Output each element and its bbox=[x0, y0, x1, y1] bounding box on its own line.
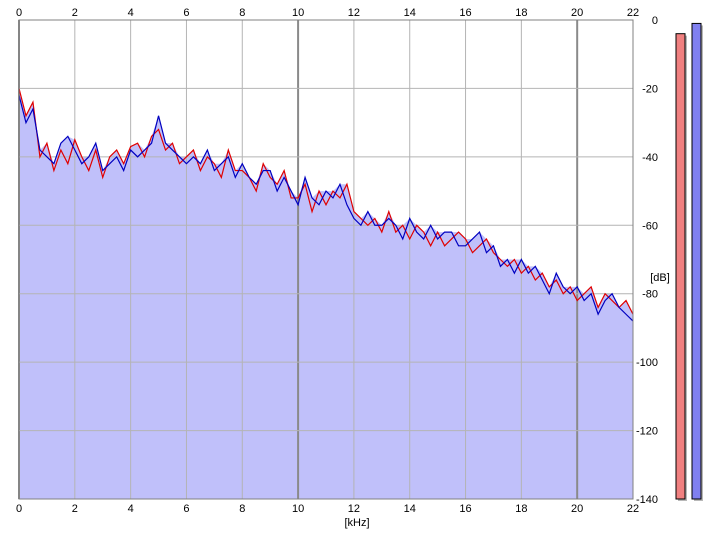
x-tick-label-bottom: 4 bbox=[128, 503, 134, 515]
x-tick-label-bottom: 6 bbox=[183, 503, 189, 515]
x-tick-label-bottom: 0 bbox=[16, 503, 22, 515]
x-tick-label-bottom: 16 bbox=[459, 503, 471, 515]
plot-border bbox=[18, 19, 634, 500]
series-lines bbox=[18, 88, 634, 322]
x-tick-label-top: 18 bbox=[515, 7, 527, 19]
x-tick-label-bottom: 20 bbox=[571, 503, 583, 515]
x-tick-label-bottom: 14 bbox=[404, 503, 416, 515]
y-tick-label: -40 bbox=[642, 152, 658, 164]
y-tick-label: -140 bbox=[636, 494, 658, 506]
x-axis-bottom-ticks: 0 2 4 6 8 10 12 14 16 18 20 22 bbox=[16, 503, 639, 515]
x-tick-label-bottom: 18 bbox=[515, 503, 527, 515]
x-tick-label-top: 20 bbox=[571, 7, 583, 19]
x-tick-label-top: 10 bbox=[292, 7, 304, 19]
x-tick-label-top: 16 bbox=[459, 7, 471, 19]
y-tick-label: -100 bbox=[636, 357, 658, 369]
y-axis-ticks: 0 -20 -40 -60 -80 -100 -120 -140 bbox=[636, 15, 658, 506]
x-tick-label-bottom: 2 bbox=[72, 503, 78, 515]
x-tick-label-top: 6 bbox=[183, 7, 189, 19]
x-tick-label-top: 12 bbox=[348, 7, 360, 19]
x-tick-label-top: 4 bbox=[128, 7, 134, 19]
x-tick-label-bottom: 10 bbox=[292, 503, 304, 515]
x-tick-label-bottom: 12 bbox=[348, 503, 360, 515]
level-meter-1 bbox=[675, 33, 686, 500]
x-tick-label-bottom: 8 bbox=[239, 503, 245, 515]
x-tick-label-top: 0 bbox=[16, 7, 22, 19]
x-tick-label-top: 8 bbox=[239, 7, 245, 19]
y-tick-label: 0 bbox=[652, 15, 658, 27]
y-tick-label: -120 bbox=[636, 426, 658, 438]
y-tick-label: -80 bbox=[642, 289, 658, 301]
y-tick-label: -20 bbox=[642, 83, 658, 95]
x-tick-label-top: 22 bbox=[627, 7, 639, 19]
level-meters bbox=[675, 22, 703, 502]
level-meter-2 bbox=[691, 22, 702, 500]
y-axis-label: [dB] bbox=[650, 272, 670, 284]
x-axis-label: [kHz] bbox=[344, 517, 369, 529]
x-tick-label-bottom: 22 bbox=[627, 503, 639, 515]
series-line-2 bbox=[18, 95, 634, 322]
x-axis-top-ticks: 0 2 4 6 8 10 12 14 16 18 20 22 bbox=[16, 7, 639, 19]
x-tick-label-top: 14 bbox=[404, 7, 416, 19]
y-tick-label: -60 bbox=[642, 220, 658, 232]
x-tick-label-top: 2 bbox=[72, 7, 78, 19]
